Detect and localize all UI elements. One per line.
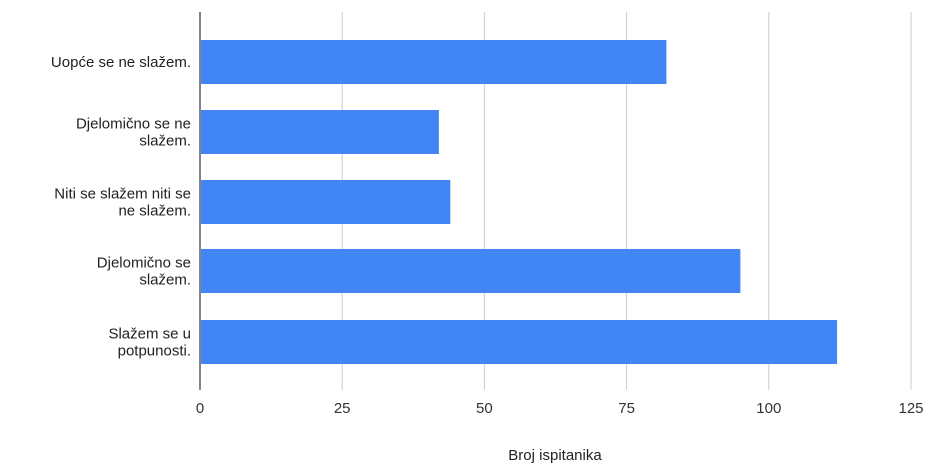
category-label: Djelomično se slažem. <box>97 255 191 289</box>
category-label: Niti se slažem niti se ne slažem. <box>54 186 191 220</box>
x-tick-label: 50 <box>476 400 493 417</box>
bar <box>201 40 667 84</box>
x-tick-label: 100 <box>756 400 781 417</box>
x-tick-label: 0 <box>196 400 204 417</box>
bar <box>201 180 451 224</box>
x-tick-label: 125 <box>898 400 923 417</box>
bar-layer <box>201 40 838 364</box>
label-layer: 0 25 50 75 100 125 Uopće se ne slažem. Djelomič… <box>51 54 924 417</box>
bar <box>201 320 838 364</box>
x-tick-label: 25 <box>334 400 351 417</box>
category-label: Slažem se u potpunosti. <box>108 326 191 360</box>
x-axis-title: Broj ispitanika <box>508 447 602 464</box>
category-label: Uopće se ne slažem. <box>51 54 191 71</box>
x-tick-label: 75 <box>618 400 635 417</box>
bar <box>201 249 741 293</box>
category-label: Djelomično se ne slažem. <box>76 116 191 150</box>
bar <box>201 110 439 154</box>
